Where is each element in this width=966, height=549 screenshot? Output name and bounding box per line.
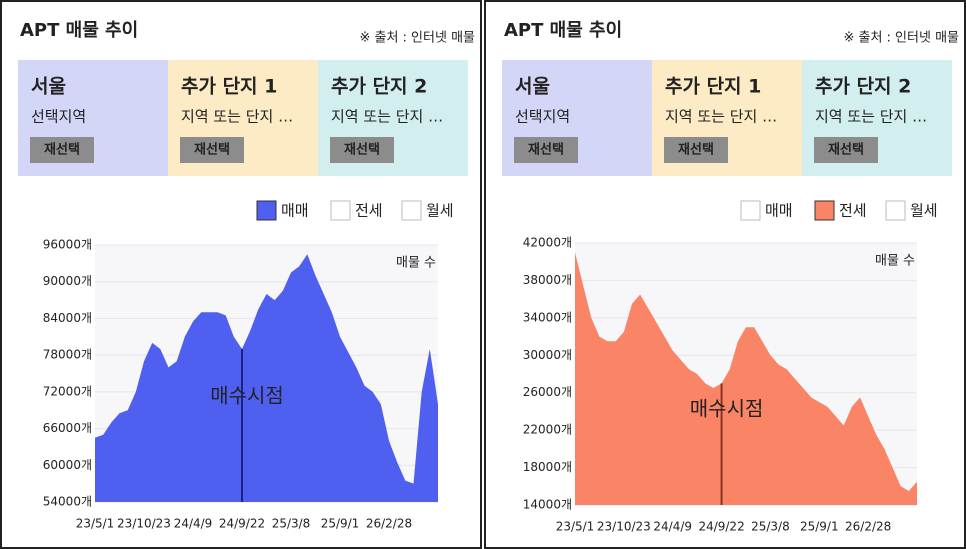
x-tick-label: 24/9/22 [219,517,265,531]
card-title: 추가 단지 2 [331,76,427,98]
y-tick-label: 66000개 [43,421,92,435]
reselect-label[interactable]: 재선택 [528,142,564,158]
area [575,252,917,505]
x-tick-label: 25/3/8 [751,520,790,534]
reselect-label[interactable]: 재선택 [828,142,864,158]
y-tick-label: 72000개 [43,384,92,398]
reselect-button[interactable] [180,137,244,163]
panel-title: APT 매물 추이 [504,20,622,41]
card-subtitle: 지역 또는 단지 … [665,108,777,126]
card-subtitle: 선택지역 [31,108,86,126]
y-tick-label: 18000개 [523,460,572,474]
card-title: 추가 단지 2 [815,76,911,98]
x-tick-label: 24/4/9 [174,517,213,531]
card-subtitle: 선택지역 [515,108,570,126]
card-subtitle: 지역 또는 단지 … [331,108,443,126]
reselect-button[interactable] [514,137,578,163]
annotation-text: 매수시점 [210,384,284,408]
y-tick-label: 30000개 [523,348,572,362]
legend-label[interactable]: 매매 [765,202,793,220]
y-tick-label: 90000개 [43,274,92,288]
x-tick-label: 24/9/22 [698,520,744,534]
x-tick-label: 23/10/23 [117,517,171,531]
x-tick-label: 26/2/28 [366,517,412,531]
reselect-button[interactable] [814,137,878,163]
area [95,254,438,502]
card-subtitle: 지역 또는 단지 … [181,108,293,126]
reselect-label[interactable]: 재선택 [344,142,380,158]
legend-label[interactable]: 월세 [910,202,938,220]
annotation-text: 매수시점 [690,397,764,421]
source-note: ※ 출처 : 인터넷 매물 [359,31,475,46]
y-tick-label: 54000개 [43,495,92,509]
legend-checkbox[interactable] [330,200,351,221]
x-tick-label: 23/5/1 [556,520,595,534]
x-tick-label: 25/3/8 [272,517,311,531]
y-tick-label: 34000개 [523,310,572,324]
reselect-label[interactable]: 재선택 [678,142,714,158]
x-tick-label: 25/9/1 [321,517,360,531]
reselect-label[interactable]: 재선택 [194,142,230,158]
y-tick-label: 96000개 [43,238,92,252]
source-note: ※ 출처 : 인터넷 매물 [843,31,959,46]
x-tick-label: 26/2/28 [845,520,891,534]
y-axis-label: 매물 수 [875,254,915,269]
y-tick-label: 26000개 [523,385,572,399]
x-tick-label: 24/4/9 [653,520,692,534]
legend-label[interactable]: 매매 [281,202,309,220]
card-title: 서울 [31,76,66,98]
y-tick-label: 84000개 [43,311,92,325]
legend-label[interactable]: 전세 [839,202,867,220]
legend-checkbox[interactable] [256,200,277,221]
legend-checkbox[interactable] [885,200,906,221]
x-tick-label: 23/5/1 [76,517,115,531]
legend-label[interactable]: 전세 [355,202,383,220]
y-tick-label: 42000개 [523,236,572,250]
y-tick-label: 60000개 [43,458,92,472]
x-tick-label: 25/9/1 [800,520,839,534]
reselect-label[interactable]: 재선택 [44,142,80,158]
reselect-button[interactable] [664,137,728,163]
reselect-button[interactable] [30,137,94,163]
card-title: 추가 단지 1 [665,76,761,98]
legend-checkbox[interactable] [401,200,422,221]
panel-title: APT 매물 추이 [20,20,138,41]
legend-checkbox[interactable] [740,200,761,221]
card-title: 추가 단지 1 [181,76,277,98]
y-tick-label: 22000개 [523,423,572,437]
card-subtitle: 지역 또는 단지 … [815,108,927,126]
legend-label[interactable]: 월세 [426,202,454,220]
y-axis-label: 매물 수 [396,256,436,271]
x-tick-label: 23/10/23 [597,520,651,534]
y-tick-label: 14000개 [523,498,572,512]
y-tick-label: 38000개 [523,273,572,287]
y-tick-label: 78000개 [43,348,92,362]
card-title: 서울 [515,76,550,98]
reselect-button[interactable] [330,137,394,163]
legend-checkbox[interactable] [814,200,835,221]
